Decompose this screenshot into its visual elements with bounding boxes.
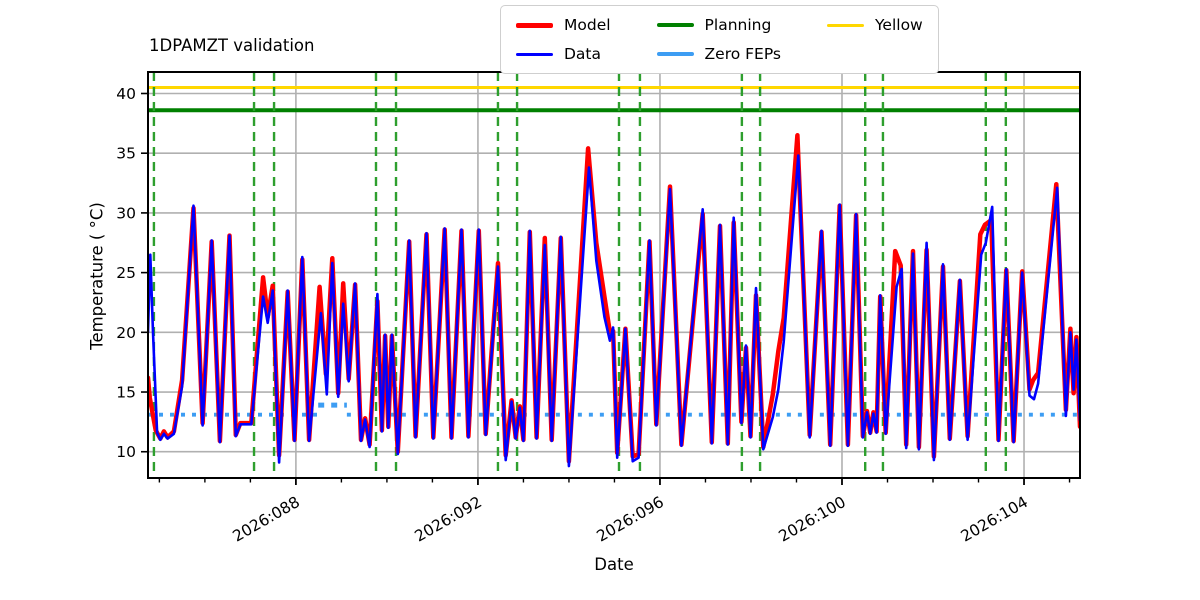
y-tick-label: 35	[116, 145, 136, 163]
y-tick-label: 20	[116, 324, 136, 342]
y-tick-label: 25	[116, 264, 136, 282]
y-axis-label: Temperature ( °C)	[87, 202, 107, 350]
data-line	[148, 154, 1080, 468]
x-tick-label: 2026:104	[958, 493, 1031, 546]
chart-title: 1DPAMZT validation	[149, 36, 315, 55]
legend-column: Yellow	[827, 14, 923, 36]
legend-line-sample	[827, 23, 865, 27]
y-tick-label: 15	[116, 384, 136, 402]
legend-item-zero-feps: Zero FEPs	[656, 43, 782, 65]
legend-label: Planning	[704, 16, 772, 34]
legend-item-yellow: Yellow	[827, 14, 923, 36]
legend-column: Model Data	[516, 14, 611, 65]
legend-item-planning: Planning	[656, 14, 781, 36]
x-axis-label: Date	[594, 555, 634, 574]
legend-line-sample	[656, 23, 694, 27]
legend-item-model: Model	[516, 14, 611, 36]
x-tick-label: 2026:088	[230, 493, 303, 546]
y-tick-label: 40	[116, 85, 136, 103]
legend-label: Model	[564, 16, 611, 34]
legend-label: Yellow	[875, 16, 923, 34]
x-tick-label: 2026:096	[594, 493, 667, 546]
y-tick-label: 10	[116, 443, 136, 461]
legend-line-sample	[516, 52, 553, 56]
x-tick-label: 2026:092	[412, 493, 485, 546]
y-tick-label: 30	[116, 204, 136, 222]
legend-item-data: Data	[516, 43, 611, 65]
x-tick-label: 2026:100	[776, 493, 849, 546]
legend-label: Zero FEPs	[704, 45, 782, 63]
legend-label: Data	[564, 45, 602, 63]
legend-line-sample	[516, 22, 553, 28]
legend-line-sample	[656, 52, 694, 56]
legend-column: Planning Zero FEPs	[656, 14, 782, 65]
legend: Model Data Planning Zero FEPs Yellow	[500, 5, 939, 74]
